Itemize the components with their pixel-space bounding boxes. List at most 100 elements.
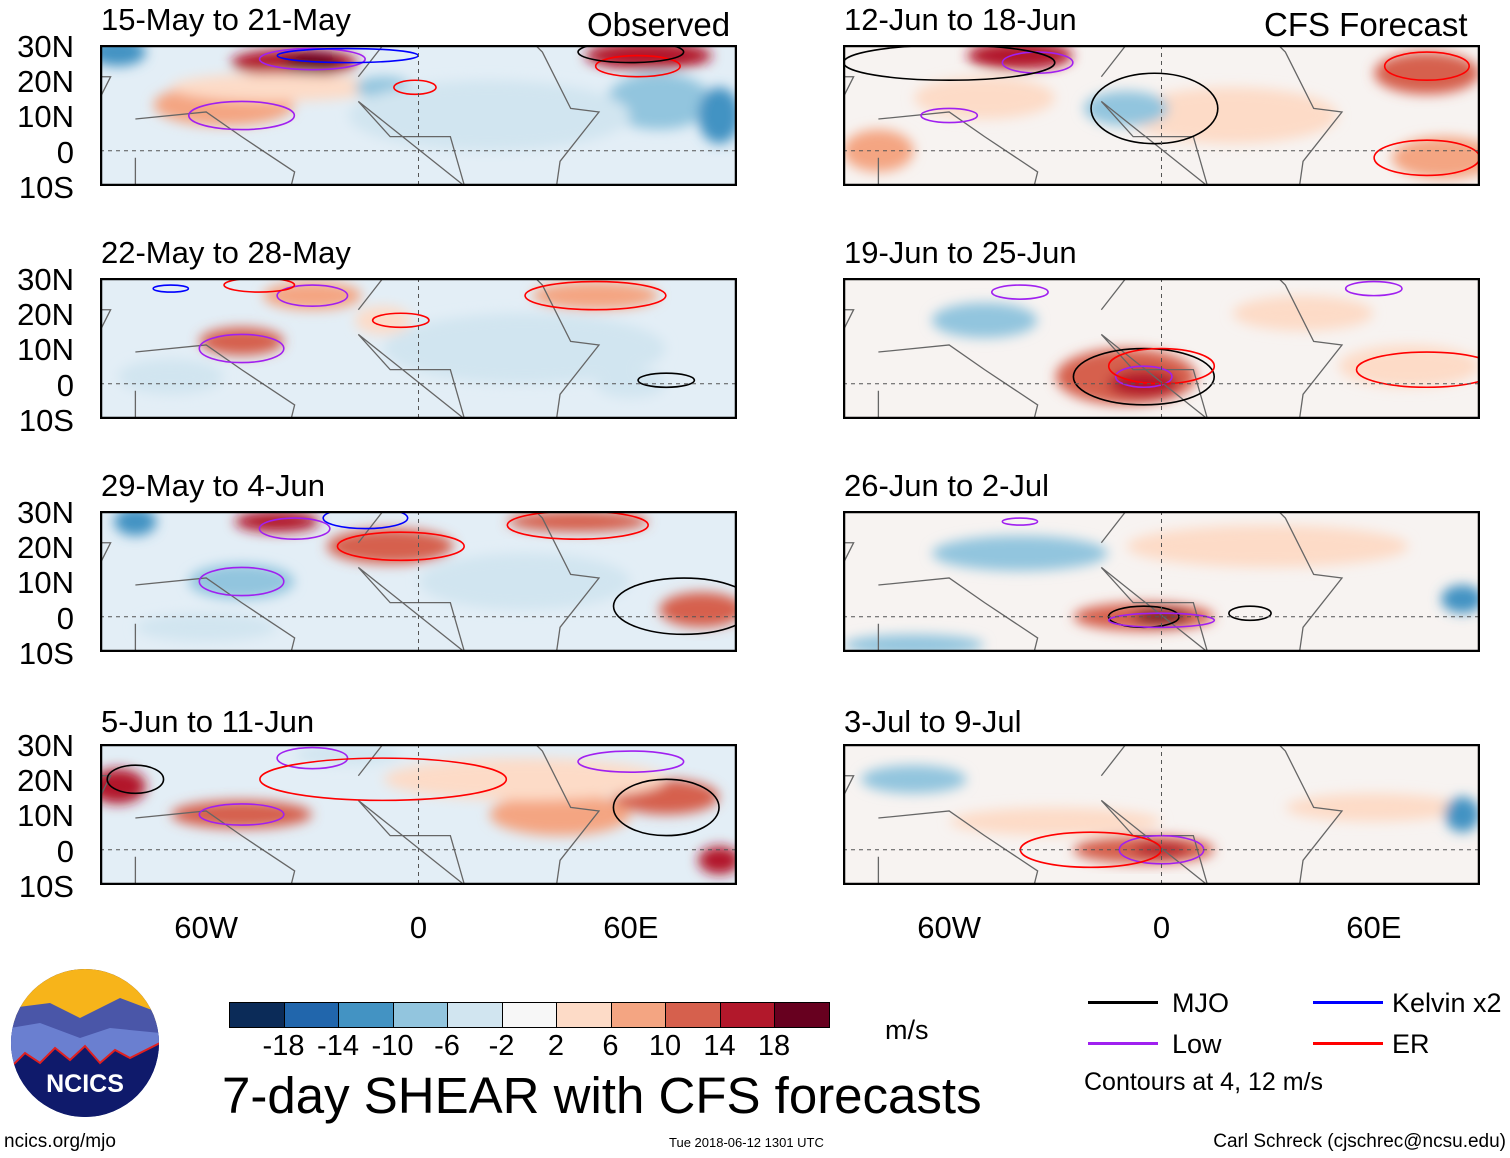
wave-contour <box>198 803 285 826</box>
coastline <box>100 309 296 419</box>
wave-contour <box>276 284 349 307</box>
footer-author: Carl Schreck (cjschrec@ncsu.edu) <box>1213 1131 1506 1152</box>
y-tick-label: 30N <box>17 262 74 297</box>
wave-contour <box>393 79 437 96</box>
coastline <box>357 511 601 652</box>
map-panel <box>843 511 1480 652</box>
colorbar-label: -10 <box>371 1030 414 1062</box>
footer-timestamp: Tue 2018-06-12 1301 UTC <box>669 1135 824 1150</box>
shear-anomaly <box>532 281 659 310</box>
shear-anomaly <box>234 511 320 533</box>
shear-anomaly <box>294 744 401 766</box>
y-tick-label: 20N <box>17 530 74 566</box>
panel-title: 15-May to 21-May <box>101 2 351 37</box>
colorbar-swatch <box>666 1003 721 1027</box>
colorbar-label: 18 <box>757 1030 791 1062</box>
shear-anomaly <box>1285 793 1462 822</box>
shear-anomaly <box>100 45 146 67</box>
shear-anomaly <box>931 535 1108 571</box>
y-tick-label: 20N <box>17 763 74 799</box>
wave-contour <box>990 284 1049 300</box>
shear-anomaly <box>698 846 737 875</box>
shear-anomaly <box>171 73 383 102</box>
wave-contour <box>198 333 285 364</box>
wave-contour <box>577 45 685 64</box>
observed-label: Observed <box>587 6 731 43</box>
forecast-label: CFS Forecast <box>1264 6 1468 43</box>
colorbar-label: 6 <box>602 1030 619 1062</box>
shear-anomaly <box>1444 796 1480 833</box>
y-tick-label: 10S <box>18 635 74 671</box>
panel-frame <box>100 278 737 419</box>
coastline <box>843 76 1039 186</box>
legend-mjo-line <box>1088 1001 1158 1004</box>
y-tick-label: 10N <box>17 332 74 368</box>
shear-anomaly <box>606 73 712 130</box>
colorbar-swatch <box>502 1003 557 1027</box>
shear-anomaly <box>188 563 295 600</box>
y-tick-label: 0 <box>56 134 74 170</box>
x-tick-label: 0 <box>1152 910 1171 945</box>
shear-anomaly <box>1126 87 1338 144</box>
wave-contour <box>524 280 667 311</box>
y-tick-label: 0 <box>56 367 74 403</box>
colorbar-label: -14 <box>317 1030 359 1062</box>
shear-anomaly <box>698 87 737 144</box>
coastline <box>1100 45 1344 186</box>
coastline <box>100 775 296 885</box>
wave-contour <box>637 372 696 389</box>
wave-contour <box>258 47 366 71</box>
shear-anomaly <box>1083 90 1169 127</box>
coastline <box>843 309 1039 419</box>
colorbar-swatch <box>448 1003 503 1027</box>
map-panel <box>843 744 1480 885</box>
coastline <box>100 542 296 652</box>
legend-er-line <box>1313 1042 1383 1045</box>
coastline <box>357 45 601 186</box>
shear-anomaly <box>383 758 666 801</box>
y-tick-label: 30N <box>17 728 74 763</box>
wave-contour <box>1383 51 1470 82</box>
shear-anomaly <box>199 327 284 356</box>
wave-contour <box>106 764 165 795</box>
shear-anomaly <box>348 80 631 151</box>
colorbar-swatch <box>284 1003 339 1027</box>
legend-mjo: MJO <box>1172 988 1229 1018</box>
wave-contour <box>322 511 409 530</box>
colorbar-label: -6 <box>434 1030 460 1062</box>
colorbar-label: -18 <box>262 1030 305 1062</box>
wave-contour <box>152 284 190 293</box>
colorbar-label: 2 <box>547 1030 565 1062</box>
colorbar-swatch <box>611 1003 666 1027</box>
shear-anomaly <box>967 45 1073 70</box>
shear-anomaly <box>419 553 631 610</box>
shear-anomaly <box>914 76 1055 119</box>
y-tick-label: 10S <box>18 402 74 438</box>
map-panel <box>100 744 737 885</box>
coastline <box>843 542 1039 652</box>
legend-low-line <box>1088 1042 1158 1045</box>
panel-title: 12-Jun to 18-Jun <box>844 2 1077 37</box>
coastline <box>1100 511 1344 652</box>
logo-text: NCICS <box>46 1070 124 1098</box>
colorbar-swatch <box>339 1003 394 1027</box>
panel-frame <box>843 511 1480 652</box>
x-tick-label: 60E <box>1346 910 1402 945</box>
shear-anomaly <box>171 800 312 829</box>
shear-anomaly <box>489 793 631 836</box>
coastline <box>357 744 601 885</box>
legend-kelvin: Kelvin x2 <box>1392 988 1502 1018</box>
shear-anomaly <box>507 511 649 533</box>
shear-anomaly <box>354 306 412 335</box>
y-tick-label: 30N <box>17 495 74 530</box>
legend-kelvin-line <box>1313 1001 1383 1004</box>
panel-frame <box>100 744 737 885</box>
wave-contour <box>1344 280 1403 297</box>
wave-contour <box>276 746 349 770</box>
y-tick-label: 0 <box>56 600 74 636</box>
footer-url[interactable]: ncics.org/mjo <box>4 1131 116 1152</box>
coastline <box>357 278 601 419</box>
shear-anomaly <box>1441 585 1480 614</box>
wave-contour <box>259 757 508 802</box>
